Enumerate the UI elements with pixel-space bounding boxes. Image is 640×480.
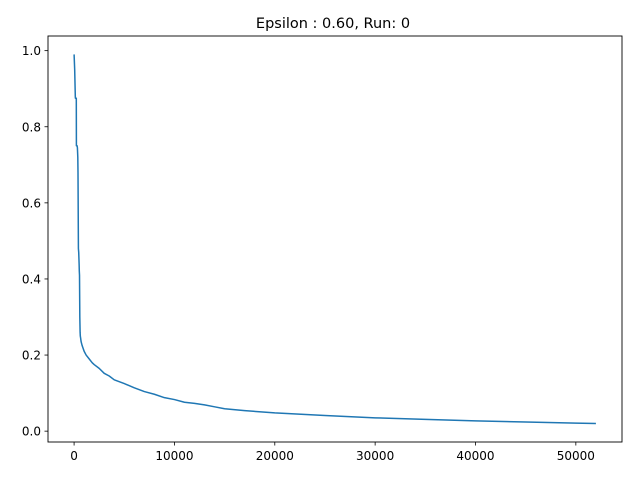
y-tick-label: 0.0 bbox=[22, 425, 41, 439]
series-group bbox=[73, 54, 596, 425]
plot-frame bbox=[47, 35, 623, 443]
y-tick-label: 1.0 bbox=[22, 44, 41, 58]
x-tick-label: 0 bbox=[70, 449, 78, 463]
x-tick-label: 20000 bbox=[256, 449, 294, 463]
x-tick-label: 30000 bbox=[356, 449, 394, 463]
y-tick-label: 0.2 bbox=[22, 349, 41, 363]
series-line bbox=[73, 54, 596, 425]
y-tick-label: 0.8 bbox=[22, 120, 41, 134]
chart-title: Epsilon : 0.60, Run: 0 bbox=[256, 16, 410, 32]
x-tick-label: 10000 bbox=[155, 449, 193, 463]
x-axis: 0 10000 20000 30000 40000 50000 bbox=[70, 442, 595, 463]
y-tick-label: 0.4 bbox=[22, 272, 41, 286]
x-tick-label: 40000 bbox=[456, 449, 494, 463]
y-axis: 0.0 0.2 0.4 0.6 0.8 1.0 bbox=[22, 44, 48, 439]
y-tick-label: 0.6 bbox=[22, 196, 41, 210]
x-tick-label: 50000 bbox=[557, 449, 595, 463]
